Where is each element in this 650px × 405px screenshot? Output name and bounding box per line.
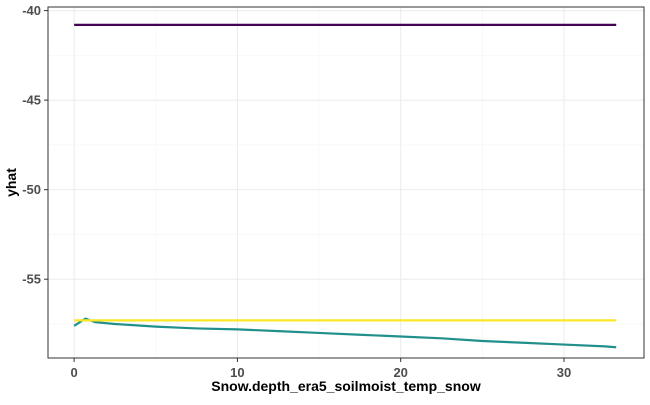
y-tick-label: -45 <box>22 93 41 108</box>
series-lines <box>73 23 617 349</box>
x-tick-label: 10 <box>230 365 244 380</box>
panel-border <box>47 6 645 359</box>
x-axis-title: Snow.depth_era5_soilmoist_temp_snow <box>211 378 481 394</box>
x-tick-label: 20 <box>393 365 407 380</box>
y-tick-label: -55 <box>22 272 41 287</box>
y-tick-label: -50 <box>22 182 41 197</box>
series-line <box>73 317 617 349</box>
gridlines <box>48 7 644 358</box>
x-tick-label: 30 <box>557 365 571 380</box>
y-tick-label: -40 <box>22 3 41 18</box>
y-axis-title: yhat <box>3 168 19 197</box>
axis-ticks: 0 10 20 30 -40 -45 -50 -55 <box>22 3 571 380</box>
x-tick-label: 0 <box>71 365 78 380</box>
